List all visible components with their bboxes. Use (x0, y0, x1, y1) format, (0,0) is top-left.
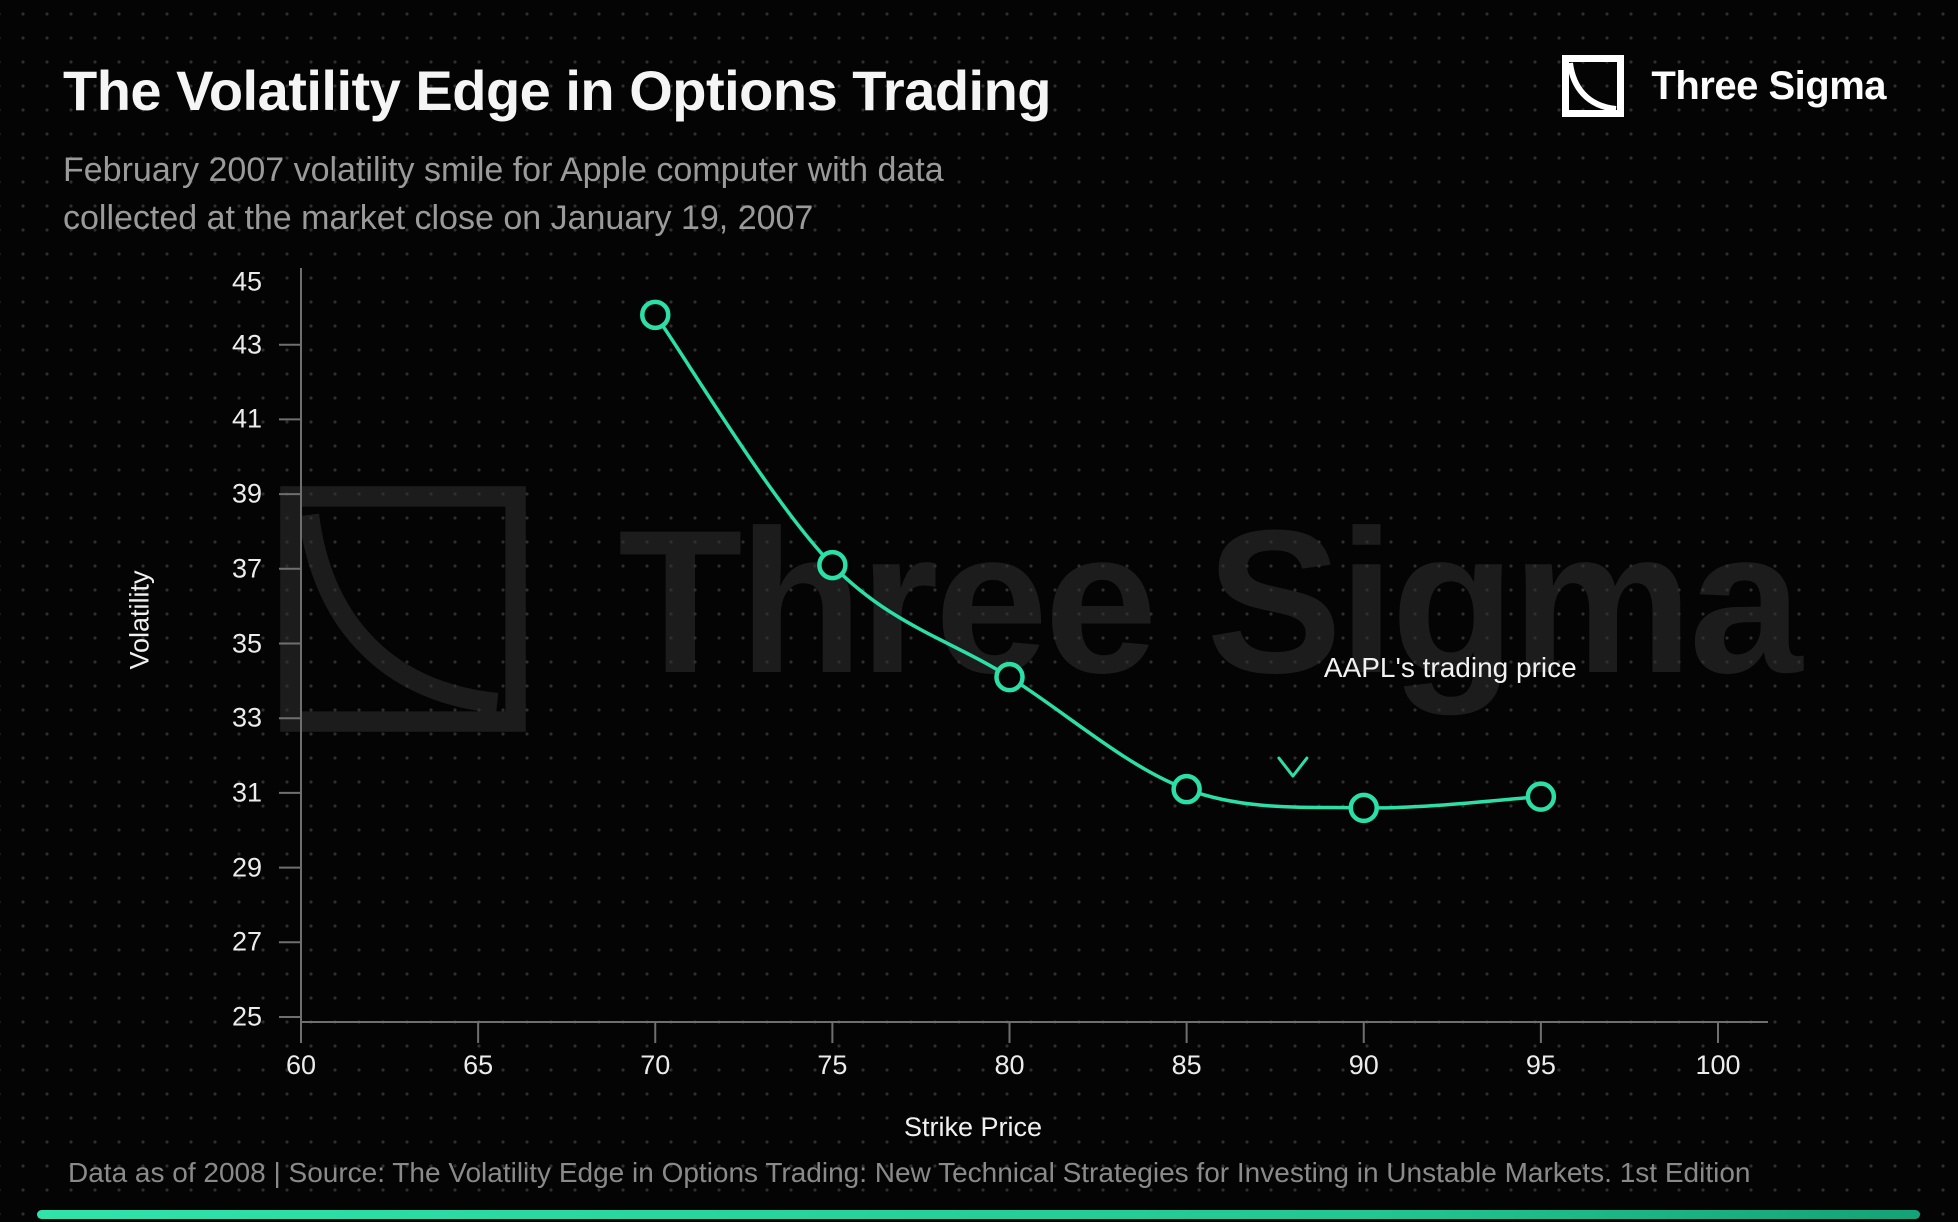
y-tick-label: 41 (231, 403, 262, 434)
x-tick-label: 85 (1171, 1050, 1202, 1080)
y-tick-label: 43 (231, 329, 262, 360)
data-point-marker (640, 299, 671, 331)
data-point-marker (1171, 773, 1202, 805)
y-tick-label: 45 (231, 266, 262, 297)
y-tick-label: 35 (231, 628, 262, 658)
data-point-marker (994, 661, 1025, 693)
footer-source: Data as of 2008 | Source: The Volatility… (68, 1157, 1751, 1188)
data-point-marker (1525, 781, 1557, 812)
annotation-label: AAPL's trading price (1323, 652, 1577, 683)
data-point-marker (817, 549, 848, 581)
y-tick-label: 31 (231, 777, 262, 808)
x-tick-label: 100 (1695, 1050, 1741, 1080)
y-tick-label: 27 (231, 926, 262, 957)
x-tick-label: 65 (463, 1050, 494, 1080)
y-axis-title: Volatility (124, 570, 155, 670)
volatility-smile-line (653, 313, 1543, 810)
y-tick-label: 39 (231, 478, 262, 509)
y-tick-label: 37 (231, 553, 262, 584)
data-point-marker (1348, 792, 1379, 824)
x-tick-label: 95 (1525, 1050, 1556, 1080)
y-tick-label: 29 (231, 852, 262, 883)
x-tick-label: 70 (640, 1050, 671, 1080)
x-tick-label: 90 (1348, 1050, 1379, 1080)
y-tick-label: 33 (231, 702, 262, 733)
x-tick-label: 60 (285, 1050, 317, 1080)
y-tick-label: 25 (231, 1001, 262, 1032)
accent-bottom-bar (37, 1210, 1920, 1219)
x-axis-title: Strike Price (903, 1112, 1043, 1142)
x-tick-label: 80 (994, 1050, 1025, 1080)
x-tick-label: 75 (817, 1050, 848, 1080)
